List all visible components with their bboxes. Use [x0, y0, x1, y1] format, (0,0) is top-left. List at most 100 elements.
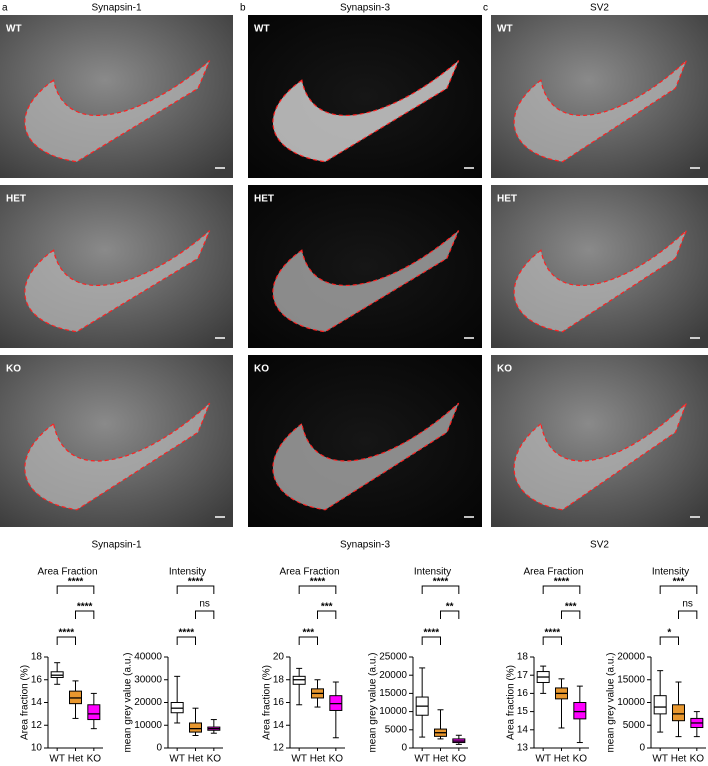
labelled-region: [24, 402, 211, 511]
labelled-region: [24, 60, 211, 163]
x-tick-label: WT: [414, 754, 430, 765]
labelled-region: [513, 402, 687, 511]
genotype-label: HET: [254, 194, 274, 205]
significance-label: **: [446, 602, 454, 613]
y-tick-label: 18: [273, 674, 285, 685]
x-tick-label: Het: [68, 754, 84, 765]
significance-label: ****: [68, 577, 84, 588]
y-tick-label: 20: [273, 652, 285, 663]
group-title: Synapsin-3: [340, 540, 390, 551]
significance-label: ***: [673, 577, 685, 588]
panel-title: Synapsin-3: [340, 3, 390, 14]
x-tick-label: Het: [554, 754, 570, 765]
y-tick-label: 0: [639, 743, 645, 754]
y-tick-label: 30000: [134, 674, 162, 685]
y-tick-label: 15000: [379, 688, 407, 699]
significance-bracket: [421, 585, 460, 594]
box: [189, 722, 202, 733]
significance-bracket: [298, 585, 337, 594]
significance-label: ****: [554, 577, 570, 588]
significance-bracket: [75, 610, 95, 619]
y-tick-label: 5000: [623, 720, 646, 731]
y-tick-label: 16: [273, 697, 285, 708]
significance-label: ****: [424, 628, 440, 639]
significance-bracket: [561, 610, 581, 619]
genotype-label: HET: [497, 194, 517, 205]
significance-bracket: [440, 610, 460, 619]
chart-title: Intensity: [169, 567, 206, 578]
y-tick-label: 10000: [379, 706, 407, 717]
significance-bracket: [298, 636, 318, 645]
box: [653, 695, 667, 715]
box: [87, 704, 101, 721]
y-tick-label: 16: [31, 674, 43, 685]
y-tick-label: 20000: [379, 670, 407, 681]
labelled-region: [272, 402, 460, 511]
chart-title: Area Fraction: [523, 567, 583, 578]
labelled-region: [513, 230, 687, 333]
significance-label: *: [667, 628, 671, 639]
y-tick-label: 18: [517, 652, 529, 663]
significance-bracket: [678, 610, 698, 619]
significance-bracket: [176, 636, 196, 645]
y-tick-label: 25000: [379, 652, 407, 663]
y-tick-label: 12: [273, 743, 285, 754]
y-tick-label: 14: [273, 720, 285, 731]
significance-label: ***: [302, 628, 314, 639]
y-tick-label: 0: [156, 743, 162, 754]
x-tick-label: Het: [310, 754, 326, 765]
significance-bracket: [176, 585, 215, 594]
x-tick-label: WT: [652, 754, 668, 765]
significance-bracket: [421, 636, 441, 645]
y-axis-title: mean grey value (a.u.): [368, 652, 379, 752]
y-axis-title: Area fraction (%): [505, 665, 516, 740]
significance-bracket: [659, 585, 698, 594]
y-tick-label: 18: [31, 652, 43, 663]
genotype-label: KO: [6, 364, 21, 375]
y-tick-label: 10: [31, 743, 43, 754]
significance-label: ****: [59, 628, 75, 639]
micrograph: [248, 355, 482, 527]
x-tick-label: KO: [690, 754, 705, 765]
chart-title: Intensity: [414, 567, 451, 578]
y-tick-label: 14: [517, 724, 529, 735]
labelled-region: [24, 230, 211, 333]
labelled-region: [513, 60, 687, 163]
y-tick-label: 14: [31, 697, 43, 708]
x-tick-label: Het: [671, 754, 687, 765]
significance-label: ***: [321, 602, 333, 613]
y-tick-label: 16: [517, 688, 529, 699]
significance-bracket: [56, 636, 76, 645]
x-tick-label: WT: [169, 754, 185, 765]
genotype-label: WT: [254, 24, 270, 35]
y-tick-label: 20000: [134, 697, 162, 708]
y-tick-label: 10000: [134, 720, 162, 731]
y-tick-label: 10000: [617, 697, 645, 708]
y-axis-title: Area fraction (%): [261, 665, 272, 740]
x-tick-label: Het: [188, 754, 204, 765]
y-tick-label: 15000: [617, 674, 645, 685]
y-tick-label: 0: [401, 743, 407, 754]
chart-title: Area Fraction: [37, 567, 97, 578]
panel-letter: a: [2, 3, 8, 14]
box: [573, 702, 587, 720]
group-title: SV2: [590, 540, 609, 551]
significance-label: ****: [188, 577, 204, 588]
panel-letter: c: [483, 3, 488, 14]
panel-title: Synapsin-1: [91, 3, 141, 14]
x-tick-label: KO: [573, 754, 588, 765]
x-tick-label: WT: [291, 754, 307, 765]
x-tick-label: KO: [329, 754, 344, 765]
significance-label: ***: [565, 602, 577, 613]
micrograph: [0, 355, 233, 527]
significance-label: ****: [77, 602, 93, 613]
y-tick-label: 17: [517, 670, 529, 681]
y-tick-label: 20000: [617, 652, 645, 663]
x-tick-label: KO: [452, 754, 467, 765]
significance-label: ****: [179, 628, 195, 639]
significance-bracket: [659, 636, 679, 645]
x-tick-label: KO: [87, 754, 102, 765]
y-axis-title: mean grey value (a.u.): [123, 652, 134, 752]
y-tick-label: 13: [517, 743, 529, 754]
